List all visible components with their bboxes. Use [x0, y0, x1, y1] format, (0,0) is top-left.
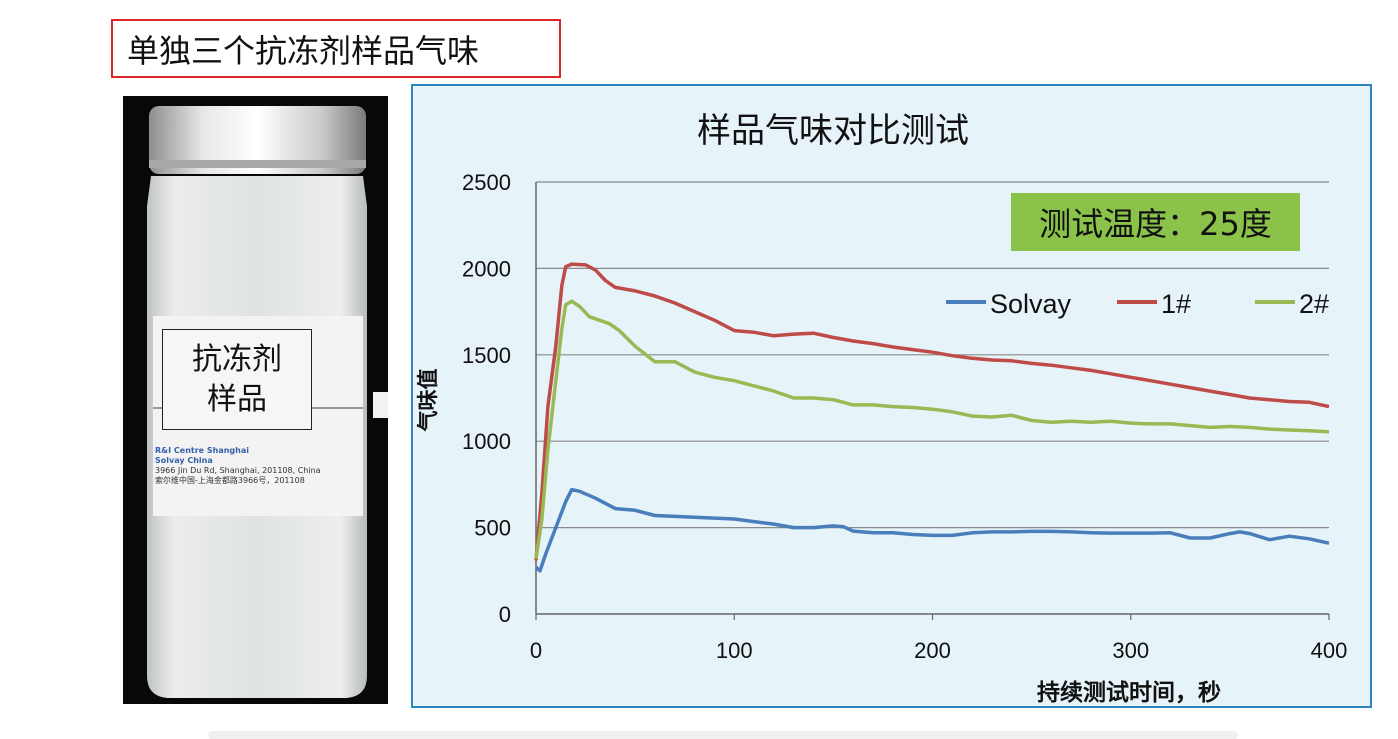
x-tick-label: 400 — [1311, 638, 1348, 663]
tag-line1: R&I Centre Shanghai — [155, 446, 249, 455]
x-tick-label: 100 — [716, 638, 753, 663]
y-tick-label: 500 — [474, 516, 511, 541]
sample-label: 抗冻剂 样品 — [162, 329, 312, 430]
bottom-scrollbar[interactable] — [208, 731, 1238, 739]
legend-label: Solvay — [990, 289, 1072, 319]
y-tick-label: 1000 — [462, 429, 511, 454]
x-tick-label: 0 — [530, 638, 542, 663]
legend-label: 2# — [1299, 289, 1329, 319]
y-tick-label: 2000 — [462, 256, 511, 281]
series-line-2 — [534, 299, 1330, 559]
y-tick-label: 1500 — [462, 343, 511, 368]
sample-label-line1: 抗冻剂 — [192, 341, 282, 377]
temperature-badge: 测试温度：25度 — [1011, 193, 1300, 251]
x-axis-label: 持续测试时间，秒 — [1037, 679, 1221, 706]
tag-line4: 索尔维中国-上海金都路3966号，201108 — [155, 476, 305, 485]
tag-line2: Solvay China — [155, 456, 213, 465]
sample-label-line2: 样品 — [207, 381, 267, 417]
odor-chart: 样品气味对比测试 0 500 1000 1500 2000 2500 0 100 200 300 4… — [411, 84, 1372, 708]
chart-title: 样品气味对比测试 — [697, 111, 969, 151]
y-tick-label: 2500 — [462, 170, 511, 195]
x-tick-label: 200 — [914, 638, 951, 663]
bottle-tag: R&I Centre Shanghai Solvay China 3966 Ji… — [155, 446, 325, 486]
y-tick-label: 0 — [499, 602, 511, 627]
series-line-1 — [534, 262, 1330, 561]
legend-label: 1# — [1161, 289, 1191, 319]
slide-title: 单独三个抗冻剂样品气味 — [111, 19, 561, 78]
bottle-cap — [149, 106, 366, 174]
y-axis-label: 气味值 — [416, 369, 440, 433]
series-line-Solvay — [534, 487, 1330, 573]
chart-svg: 样品气味对比测试 0 500 1000 1500 2000 2500 0 100 200 300 4… — [416, 111, 1348, 706]
tag-line3: 3966 Jin Du Rd, Shanghai, 201108, China — [155, 466, 321, 475]
x-tick-label: 300 — [1112, 638, 1149, 663]
sample-photo: 抗冻剂 样品 R&I Centre Shanghai Solvay China … — [123, 96, 388, 704]
